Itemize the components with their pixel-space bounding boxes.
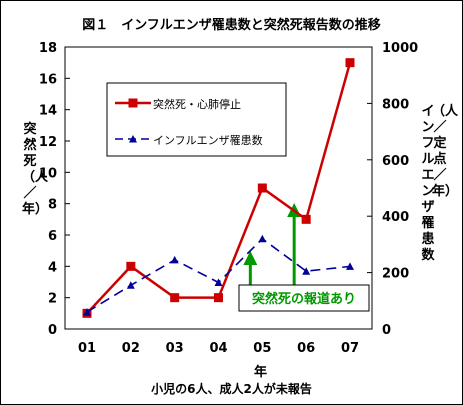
right-tick-label: 1000: [382, 41, 418, 56]
left-tick-label: 12: [39, 135, 57, 150]
left-tick-label: 6: [48, 229, 57, 244]
x-tick-label: 07: [341, 341, 359, 356]
annotation-arrow-head: [243, 251, 258, 265]
series-2-point: [83, 308, 91, 316]
legend-label-2: インフルエンザ罹患数: [153, 134, 263, 147]
series-1-point: [170, 293, 180, 303]
right-tick-label: 0: [382, 323, 391, 338]
chart-title: 図１ インフルエンザ罹患数と突然死報告数の推移: [82, 18, 381, 33]
left-tick-label: 16: [39, 72, 57, 87]
x-tick-label: 03: [166, 341, 184, 356]
annotation-box: [238, 284, 370, 312]
left-tick-label: 14: [39, 104, 57, 119]
left-tick-label: 10: [39, 166, 57, 181]
left-tick-label: 18: [39, 41, 57, 56]
chart-footnote: 小児の6人、成人2人が未報告: [151, 382, 312, 396]
legend-marker-1: [128, 98, 138, 108]
x-tick-label: 02: [122, 341, 140, 356]
x-axis-label: 年: [254, 365, 268, 380]
series-1-point: [126, 261, 136, 271]
series-2-point: [170, 255, 179, 264]
legend-box: [106, 82, 287, 157]
legend-label-1: 突然死・心肺停止: [153, 97, 241, 111]
right-axis-label: インフルエンザ罹患数: [421, 104, 435, 263]
series-2-point: [214, 278, 223, 286]
right-tick-label: 800: [382, 97, 409, 112]
plot-area: [64, 46, 373, 330]
series-1-point: [257, 183, 267, 193]
series-2-point: [258, 234, 267, 243]
right-tick-label: 600: [382, 154, 409, 169]
left-tick-label: 2: [48, 292, 57, 307]
x-tick-label: 01: [78, 341, 96, 356]
x-tick-label: 05: [253, 341, 271, 356]
series-1-point: [301, 214, 311, 224]
left-tick-label: 8: [48, 198, 57, 213]
legend-marker-2: [129, 135, 137, 143]
left-tick-label: 0: [48, 323, 57, 338]
annotation-text: 突然死の報道あり: [252, 291, 356, 307]
left-tick-label: 4: [48, 260, 57, 275]
series-1-point: [214, 293, 223, 303]
x-tick-label: 04: [209, 341, 227, 356]
series-2-point: [302, 267, 311, 275]
series-2-point: [126, 281, 135, 289]
series-1-point: [345, 58, 355, 68]
right-tick-label: 200: [382, 267, 409, 282]
series-2-point: [346, 262, 354, 270]
x-tick-label: 06: [297, 341, 315, 356]
right-tick-label: 400: [382, 210, 409, 225]
